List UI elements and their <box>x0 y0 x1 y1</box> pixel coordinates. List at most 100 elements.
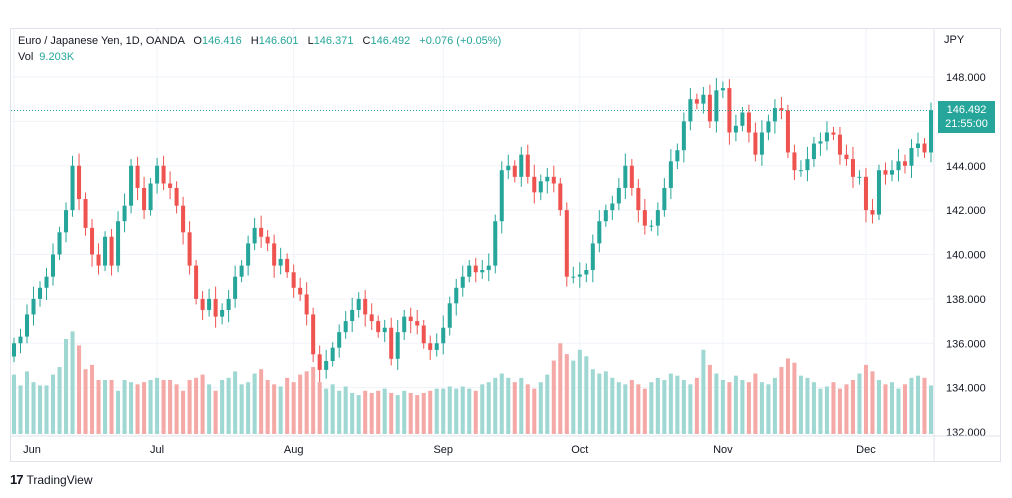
y-tick-label: 148.000 <box>946 72 986 84</box>
volume-bar <box>584 356 589 434</box>
candle-body <box>382 327 387 333</box>
candle-body <box>798 170 803 172</box>
candle-body <box>883 170 888 175</box>
y-tick-label: 144.000 <box>946 161 986 173</box>
volume-bar <box>701 349 706 434</box>
open-label: O <box>193 35 202 47</box>
volume-bar <box>37 385 43 434</box>
candle-body <box>77 165 82 200</box>
volume-bar <box>389 392 394 434</box>
volume-bar <box>96 380 101 434</box>
volume-bar <box>694 377 699 434</box>
candle-body <box>116 221 121 266</box>
volume-bar <box>11 374 17 434</box>
volume-bar <box>603 371 608 434</box>
volume-bar <box>649 382 654 434</box>
candle-body <box>564 210 569 277</box>
candle-body <box>369 314 374 322</box>
candle-body <box>363 298 368 315</box>
volume-bar <box>174 384 179 434</box>
volume-bar <box>298 374 303 434</box>
volume-bar <box>837 388 842 434</box>
volume-bar <box>103 380 108 434</box>
volume-bar <box>408 392 413 434</box>
candle-body <box>129 165 134 206</box>
candle-body <box>584 270 589 275</box>
volume-bar <box>850 380 855 434</box>
volume-bar <box>733 375 738 434</box>
volume-bar <box>707 364 712 434</box>
volume-bar <box>558 343 563 434</box>
volume-bar <box>220 380 225 434</box>
volume-bar <box>207 384 212 434</box>
candle-body <box>233 276 238 299</box>
candle-body <box>408 316 413 322</box>
candle-body <box>428 343 433 350</box>
volume-bar <box>538 382 543 434</box>
volume-bar <box>161 380 166 434</box>
volume-bar <box>714 373 719 434</box>
volume-value: 9.203K <box>39 51 75 63</box>
volume-bar <box>831 382 836 434</box>
candle-body <box>824 132 829 142</box>
candle-body <box>291 272 296 288</box>
candle-body <box>317 354 322 370</box>
volume-bar <box>109 380 114 434</box>
candle-body <box>889 170 894 175</box>
volume-bar <box>493 377 498 434</box>
volume-bar <box>883 384 888 434</box>
candle-body <box>278 258 283 266</box>
tradingview-logo[interactable]: 17 TradingView <box>10 472 93 487</box>
volume-bar <box>187 380 192 434</box>
candle-body <box>447 303 452 328</box>
volume-bar <box>447 386 452 434</box>
volume-bar <box>142 382 147 434</box>
candle-body <box>395 332 400 359</box>
volume-bar <box>480 384 485 434</box>
volume-bar <box>415 395 420 434</box>
currency-label[interactable]: JPY <box>944 34 965 46</box>
candle-body <box>135 165 140 188</box>
symbol-description[interactable]: Euro / Japanese Yen, 1D, OANDA <box>18 35 185 47</box>
candle-body <box>324 361 329 370</box>
volume-bar <box>233 371 238 434</box>
volume-bar <box>844 384 849 434</box>
volume-label[interactable]: Vol <box>18 51 34 63</box>
volume-bar <box>272 384 277 434</box>
volume-bar <box>811 382 816 434</box>
volume-bar <box>499 373 504 434</box>
candle-body <box>467 265 472 277</box>
candle-body <box>311 314 316 355</box>
volume-bar <box>194 377 199 434</box>
candle-body <box>83 199 88 228</box>
close-label: C <box>362 35 371 47</box>
candle-body <box>772 108 777 122</box>
candle-body <box>265 236 270 244</box>
volume-bar <box>577 349 582 434</box>
candle-body <box>109 236 114 266</box>
volume-bar <box>285 377 290 434</box>
candle-body <box>155 165 160 184</box>
candle-body <box>837 134 842 155</box>
volume-bar <box>675 375 680 434</box>
last-price-value: 146.492 <box>946 104 987 116</box>
candle-body <box>779 108 784 111</box>
volume-bar <box>616 382 621 434</box>
y-tick-label: 140.000 <box>946 250 986 262</box>
volume-bar <box>369 392 374 434</box>
candle-body <box>759 132 764 155</box>
volume-bar <box>77 345 82 434</box>
volume-bar <box>265 380 270 434</box>
candle-body <box>597 221 602 244</box>
volume-bar <box>376 390 381 434</box>
volume-bar <box>350 392 355 434</box>
volume-bar <box>135 384 140 434</box>
volume-bar <box>889 382 894 434</box>
tradingview-brand-name: TradingView <box>26 472 93 487</box>
candle-body <box>480 270 485 273</box>
candle-body <box>870 210 875 215</box>
volume-bar <box>746 382 751 434</box>
candle-body <box>688 99 693 122</box>
volume-bar <box>928 385 934 434</box>
